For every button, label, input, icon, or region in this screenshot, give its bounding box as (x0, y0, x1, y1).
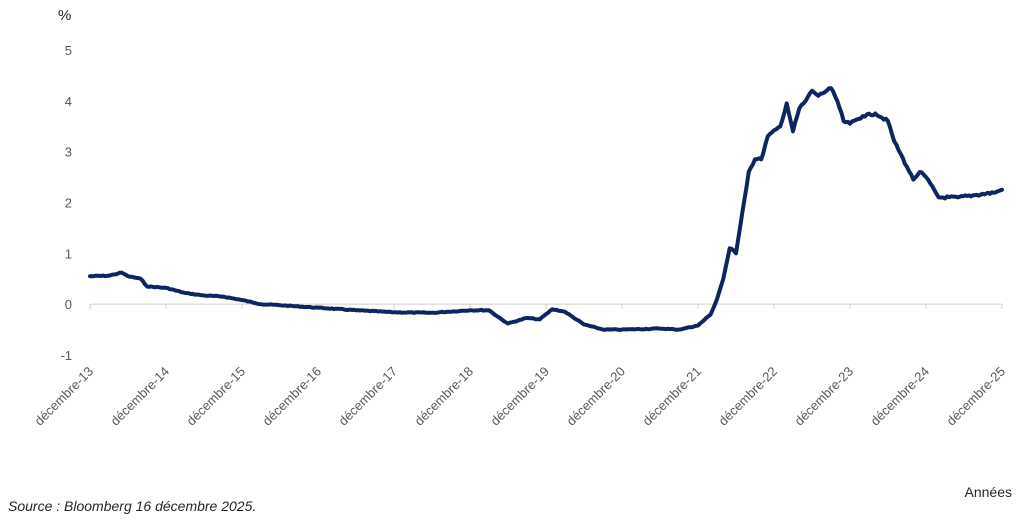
x-tick-label: décembre-24 (867, 364, 932, 429)
y-tick-label: -1 (60, 348, 72, 363)
y-unit-label: % (58, 7, 71, 24)
x-axis: décembre-13 décembre-14 décembre-15 décembr… (31, 304, 1008, 428)
x-tick-label: décembre-16 (259, 364, 324, 429)
x-tick-label: décembre-17 (335, 364, 400, 429)
x-tick-label: décembre-15 (183, 364, 248, 429)
x-tick-label: décembre-22 (715, 364, 780, 429)
y-tick-label: 2 (65, 196, 72, 211)
y-tick-label: 0 (65, 297, 72, 312)
y-tick-label: 3 (65, 145, 72, 160)
series-line (88, 86, 1004, 332)
x-axis-title: Années (965, 484, 1012, 500)
x-tick-label: décembre-19 (487, 364, 552, 429)
x-tick-label: décembre-18 (411, 364, 476, 429)
x-tick-label: décembre-13 (31, 364, 96, 429)
source-note: Source : Bloomberg 16 décembre 2025. (8, 498, 257, 514)
y-tick-label: 5 (65, 43, 72, 58)
x-tick-label: décembre-20 (563, 364, 628, 429)
y-tick-label: 1 (65, 246, 72, 261)
y-tick-label: 4 (65, 94, 72, 109)
x-tick-label: décembre-23 (791, 364, 856, 429)
x-tick-label: décembre-14 (107, 364, 172, 429)
y-axis: 5 4 3 2 1 0 -1 (60, 43, 72, 363)
x-tick-label: décembre-25 (943, 364, 1008, 429)
x-tick-label: décembre-21 (639, 364, 704, 429)
